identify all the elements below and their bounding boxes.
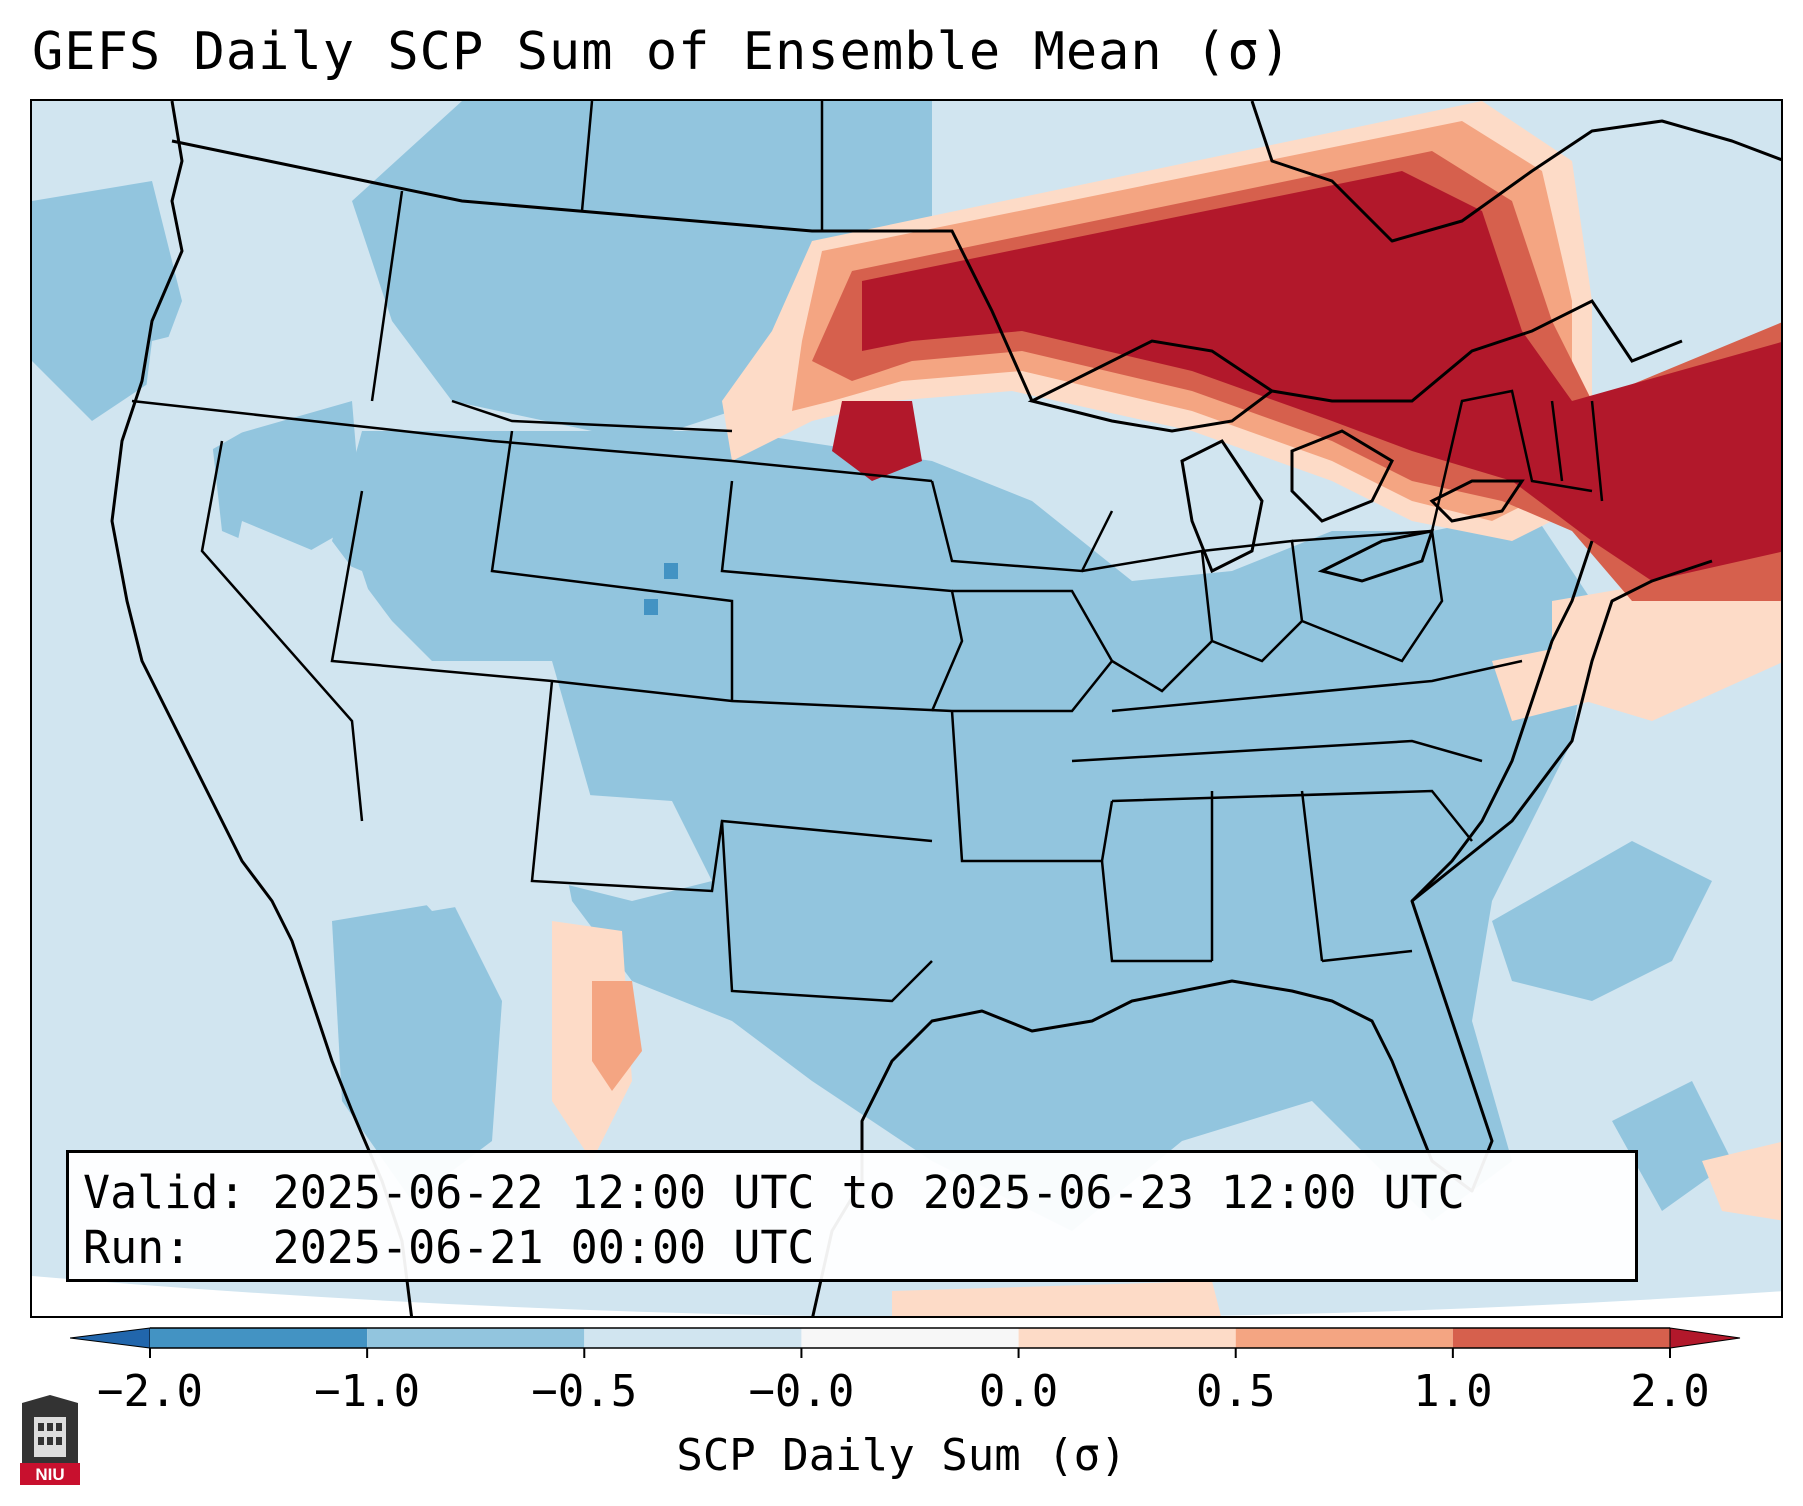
colorbar-bin (150, 1328, 368, 1348)
logo-banner (20, 1463, 80, 1485)
colorbar-tick-label: −0.5 (531, 1366, 637, 1417)
projection-edge (32, 1276, 1781, 1316)
colorbar-tick-label: 2.0 (1630, 1366, 1709, 1417)
logo-text: NIU (35, 1465, 64, 1484)
valid-run-info-box: Valid: 2025-06-22 12:00 UTC to 2025-06-2… (66, 1150, 1638, 1282)
colorbar-under-arrow (70, 1327, 151, 1349)
run-value: 2025-06-21 00:00 UTC (272, 1221, 815, 1274)
strong-positive-region (832, 171, 1781, 581)
valid-value: 2025-06-22 12:00 UTC to 2025-06-23 12:00… (272, 1166, 1465, 1219)
colorbar-tick-label: −0.0 (748, 1366, 854, 1417)
colorbar-bin (367, 1328, 585, 1348)
colorbar-bin (1235, 1328, 1453, 1348)
map-panel (30, 99, 1783, 1318)
niu-logo: NIU (20, 1395, 80, 1485)
colorbar-label: SCP Daily Sum (σ) (676, 1430, 1127, 1481)
us-canada-border (171, 139, 1683, 403)
colorbar-bin (801, 1328, 1019, 1348)
colorbar-over-arrow (1669, 1327, 1741, 1349)
colorbar-tick-label: 1.0 (1413, 1366, 1492, 1417)
strong-negative-specks (644, 563, 678, 615)
colorbar-bins (70, 1327, 1741, 1349)
run-label: Run: (83, 1221, 192, 1274)
colorbar-tick-label: −1.0 (314, 1366, 420, 1417)
colorbar-tick-label: 0.5 (1196, 1366, 1275, 1417)
colorbar: −2.0 −1.0 −0.5 −0.0 0.0 0.5 1.0 2.0 (70, 1327, 1741, 1417)
colorbar-bin (1018, 1328, 1236, 1348)
colorbar-outline (150, 1327, 1670, 1349)
valid-label: Valid: (83, 1166, 246, 1219)
colorbar-bin (1452, 1328, 1670, 1348)
coastline (110, 101, 1781, 1316)
colorbar-bin (584, 1328, 802, 1348)
colorbar-tick-label: 0.0 (979, 1366, 1058, 1417)
colorbar-tick-label: −2.0 (97, 1366, 203, 1417)
negative-anomaly-region (32, 101, 1732, 1231)
state-borders (131, 101, 1604, 1003)
weak-negative-patches (142, 321, 712, 911)
scp-map (32, 101, 1781, 1316)
colorbar-ticks: −2.0 −1.0 −0.5 −0.0 0.0 0.5 1.0 2.0 (97, 1348, 1710, 1417)
map-title: GEFS Daily SCP Sum of Ensemble Mean (σ) (32, 22, 1292, 82)
